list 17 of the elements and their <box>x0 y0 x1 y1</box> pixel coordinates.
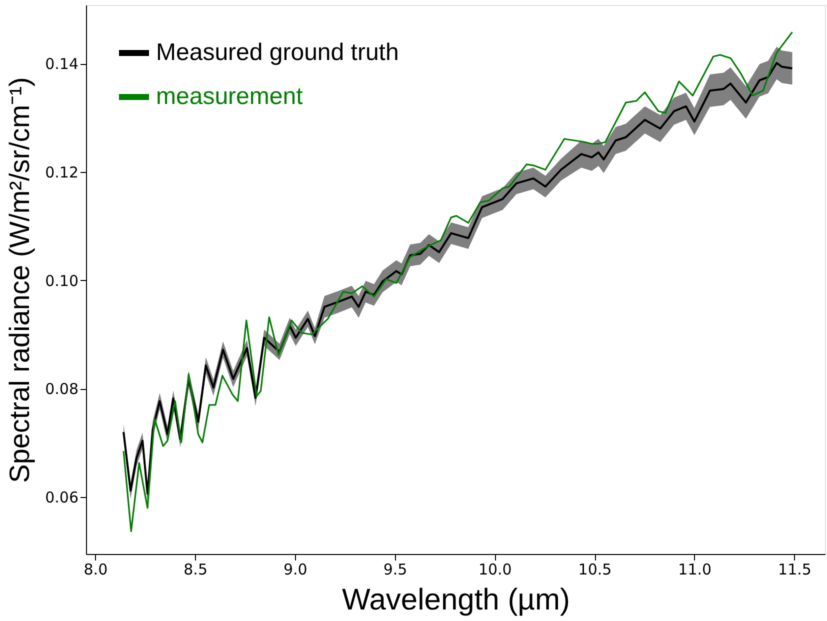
x-tick-label: 9.5 <box>383 560 408 578</box>
x-tick-label: 9.0 <box>283 560 308 578</box>
y-axis-title: Spectral radiance (W/m²/sr/cm⁻¹) <box>4 77 36 483</box>
x-tick-label: 10.0 <box>478 560 512 578</box>
x-axis-title: Wavelength (µm) <box>342 584 570 616</box>
x-tick-label: 8.0 <box>84 560 108 578</box>
y-tick-label: 0.06 <box>45 488 78 507</box>
legend-label: measurement <box>156 83 304 110</box>
x-tick-label: 11.0 <box>678 560 712 578</box>
x-tick-label: 11.5 <box>778 560 812 578</box>
y-tick-label: 0.10 <box>45 272 78 290</box>
x-tick-label: 10.5 <box>578 560 612 578</box>
y-tick-label: 0.08 <box>45 380 78 398</box>
y-tick-label: 0.14 <box>45 55 78 74</box>
legend-label: Measured ground truth <box>156 39 399 66</box>
x-tick-label: 8.5 <box>184 560 208 578</box>
y-tick-label: 0.12 <box>45 163 78 182</box>
